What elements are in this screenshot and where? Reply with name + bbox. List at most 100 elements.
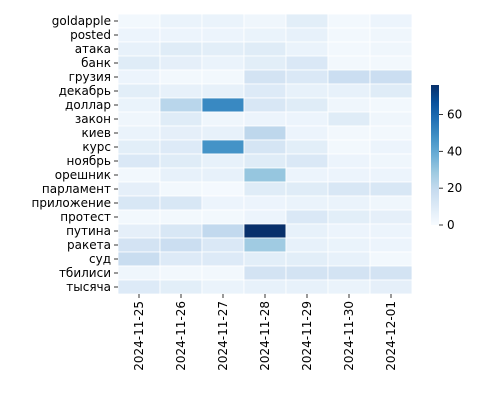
heatmap-cell bbox=[243, 223, 287, 239]
heatmap-cell bbox=[327, 27, 371, 43]
heatmap-cell bbox=[369, 139, 413, 155]
heatmap-cell bbox=[327, 251, 371, 267]
heatmap-cell bbox=[327, 181, 371, 197]
heatmap-cell bbox=[159, 111, 203, 127]
heatmap-cell bbox=[201, 265, 245, 281]
heatmap-cell bbox=[243, 83, 287, 99]
heatmap-cell bbox=[243, 167, 287, 183]
x-tick-label: 2024-11-26 bbox=[174, 301, 188, 371]
y-tick-label: грузия bbox=[69, 70, 111, 84]
heatmap-cell bbox=[285, 27, 329, 43]
heatmap-cell bbox=[201, 181, 245, 197]
heatmap-cell bbox=[159, 195, 203, 211]
heatmap-cell bbox=[285, 195, 329, 211]
colorbar-tick-label: 40 bbox=[447, 144, 462, 158]
heatmap-cell bbox=[327, 209, 371, 225]
heatmap-cell bbox=[159, 41, 203, 57]
heatmap-cell bbox=[243, 181, 287, 197]
heatmap-cells bbox=[117, 13, 413, 295]
heatmap-cell bbox=[243, 195, 287, 211]
heatmap-cell bbox=[369, 125, 413, 141]
heatmap-cell bbox=[285, 97, 329, 113]
heatmap-cell bbox=[243, 139, 287, 155]
heatmap-cell bbox=[243, 97, 287, 113]
y-tick-label: парламент bbox=[42, 182, 111, 196]
x-tick-label: 2024-12-01 bbox=[384, 301, 398, 371]
heatmap-cell bbox=[327, 139, 371, 155]
x-tick-label: 2024-11-25 bbox=[132, 301, 146, 371]
heatmap-cell bbox=[369, 237, 413, 253]
heatmap-cell bbox=[327, 41, 371, 57]
x-tick-label: 2024-11-28 bbox=[258, 301, 272, 371]
heatmap-cell bbox=[117, 83, 161, 99]
heatmap-cell bbox=[159, 69, 203, 85]
heatmap-cell bbox=[243, 237, 287, 253]
y-tick-label: закон bbox=[75, 112, 111, 126]
colorbar-tick-label: 60 bbox=[447, 107, 462, 121]
heatmap-cell bbox=[159, 181, 203, 197]
x-tick-label: 2024-11-27 bbox=[216, 301, 230, 371]
heatmap-cell bbox=[117, 237, 161, 253]
heatmap-cell bbox=[117, 125, 161, 141]
y-tick-label: путина bbox=[66, 224, 111, 238]
heatmap-cell bbox=[285, 139, 329, 155]
heatmap-cell bbox=[117, 13, 161, 29]
heatmap-cell bbox=[201, 69, 245, 85]
heatmap-cell bbox=[369, 27, 413, 43]
heatmap-cell bbox=[159, 153, 203, 169]
heatmap-cell bbox=[327, 111, 371, 127]
heatmap-cell bbox=[117, 41, 161, 57]
heatmap-cell bbox=[201, 83, 245, 99]
heatmap-cell bbox=[159, 13, 203, 29]
y-tick-label: курс bbox=[82, 140, 111, 154]
heatmap-cell bbox=[159, 251, 203, 267]
heatmap-cell bbox=[243, 111, 287, 127]
heatmap-cell bbox=[369, 223, 413, 239]
heatmap-cell bbox=[117, 97, 161, 113]
x-axis: 2024-11-25 2024-11-26 2024-11-27 2024-11-28… bbox=[132, 294, 398, 371]
heatmap-cell bbox=[285, 125, 329, 141]
heatmap-cell bbox=[327, 97, 371, 113]
heatmap-cell bbox=[243, 27, 287, 43]
heatmap-cell bbox=[285, 167, 329, 183]
heatmap-cell bbox=[201, 13, 245, 29]
y-tick-label: атака bbox=[75, 42, 111, 56]
heatmap-cell bbox=[369, 181, 413, 197]
heatmap-cell bbox=[159, 279, 203, 295]
heatmap-cell bbox=[327, 153, 371, 169]
heatmap-cell bbox=[285, 237, 329, 253]
heatmap-cell bbox=[201, 251, 245, 267]
heatmap-cell bbox=[369, 13, 413, 29]
heatmap-cell bbox=[369, 195, 413, 211]
heatmap-cell bbox=[369, 83, 413, 99]
heatmap-cell bbox=[369, 209, 413, 225]
heatmap-cell bbox=[159, 125, 203, 141]
heatmap-cell bbox=[117, 279, 161, 295]
heatmap-cell bbox=[285, 111, 329, 127]
heatmap-cell bbox=[117, 27, 161, 43]
heatmap-cell bbox=[285, 251, 329, 267]
heatmap-cell bbox=[243, 69, 287, 85]
y-tick-label: приложение bbox=[32, 196, 112, 210]
heatmap-cell bbox=[243, 125, 287, 141]
heatmap-cell bbox=[327, 223, 371, 239]
heatmap-cell bbox=[243, 13, 287, 29]
heatmap-cell bbox=[243, 41, 287, 57]
heatmap-cell bbox=[327, 83, 371, 99]
heatmap-cell bbox=[201, 209, 245, 225]
heatmap-cell bbox=[369, 41, 413, 57]
heatmap-cell bbox=[285, 153, 329, 169]
heatmap-cell bbox=[201, 195, 245, 211]
heatmap-cell bbox=[327, 195, 371, 211]
heatmap-cell bbox=[327, 265, 371, 281]
heatmap-cell bbox=[369, 167, 413, 183]
heatmap-cell bbox=[327, 13, 371, 29]
heatmap-cell bbox=[201, 111, 245, 127]
heatmap-cell bbox=[327, 167, 371, 183]
y-tick-label: декабрь bbox=[59, 84, 111, 98]
heatmap-cell bbox=[159, 237, 203, 253]
x-tick-label: 2024-11-29 bbox=[300, 301, 314, 371]
y-tick-label: орешник bbox=[55, 168, 111, 182]
y-tick-label: ракета bbox=[67, 238, 111, 252]
